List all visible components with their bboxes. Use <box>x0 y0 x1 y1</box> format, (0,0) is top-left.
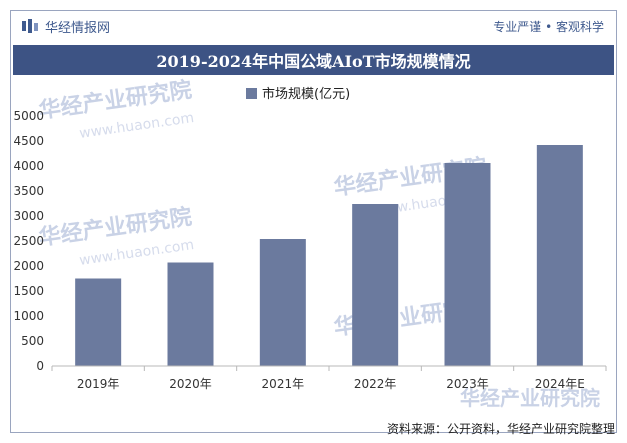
y-tick-label: 500 <box>21 334 44 348</box>
watermark-layer: 华经产业研究院 www.huaon.com 华经产业研究院 www.huaon.… <box>37 77 600 410</box>
x-tick-label: 2024年E <box>535 377 585 391</box>
source-note: 资料来源：公开资料，华经产业研究院整理 <box>386 422 615 436</box>
legend-label: 市场规模(亿元) <box>262 86 350 102</box>
bar <box>536 145 583 366</box>
y-tick-label: 4500 <box>13 134 44 148</box>
header: 华经情报网 专业严谨 • 客观科学 <box>11 11 616 41</box>
brand-name: 华经情报网 <box>45 20 111 36</box>
bar <box>352 204 399 366</box>
y-tick-label: 2500 <box>13 234 44 248</box>
x-tick-label: 2021年 <box>262 377 305 391</box>
bar <box>167 262 214 366</box>
brand[interactable]: 华经情报网 <box>21 17 110 36</box>
y-tick-label: 1500 <box>13 284 44 298</box>
y-tick-label: 4000 <box>13 159 44 173</box>
bar <box>259 239 306 366</box>
x-tick-label: 2020年 <box>169 377 212 391</box>
y-tick-label: 5000 <box>13 109 44 123</box>
header-slogan: 专业严谨 • 客观科学 <box>493 19 604 34</box>
bar <box>444 163 491 366</box>
legend: 市场规模(亿元) <box>246 86 350 102</box>
brand-logo-icon <box>22 19 38 33</box>
bars <box>75 145 583 366</box>
y-tick-label: 3000 <box>13 209 44 223</box>
watermark-text: 华经产业研究院 <box>460 386 600 410</box>
x-tick-label: 2022年 <box>354 377 397 391</box>
y-tick-label: 1000 <box>13 309 44 323</box>
y-tick-label: 2000 <box>13 259 44 273</box>
x-tick-label: 2023年 <box>446 377 489 391</box>
y-tick-label: 3500 <box>13 184 44 198</box>
bar <box>75 278 122 366</box>
chart-title: 2019-2024年中国公域AIoT市场规模情况 <box>13 45 614 75</box>
y-axis: 0 500 1000 1500 2000 2500 3000 3500 4000 4500 5000 <box>13 109 44 373</box>
x-axis: 2019年 2020年 2021年 2022年 2023年 2024年E <box>51 365 607 391</box>
legend-swatch <box>246 88 257 99</box>
x-tick-label: 2019年 <box>77 377 120 391</box>
y-tick-label: 0 <box>36 359 44 373</box>
